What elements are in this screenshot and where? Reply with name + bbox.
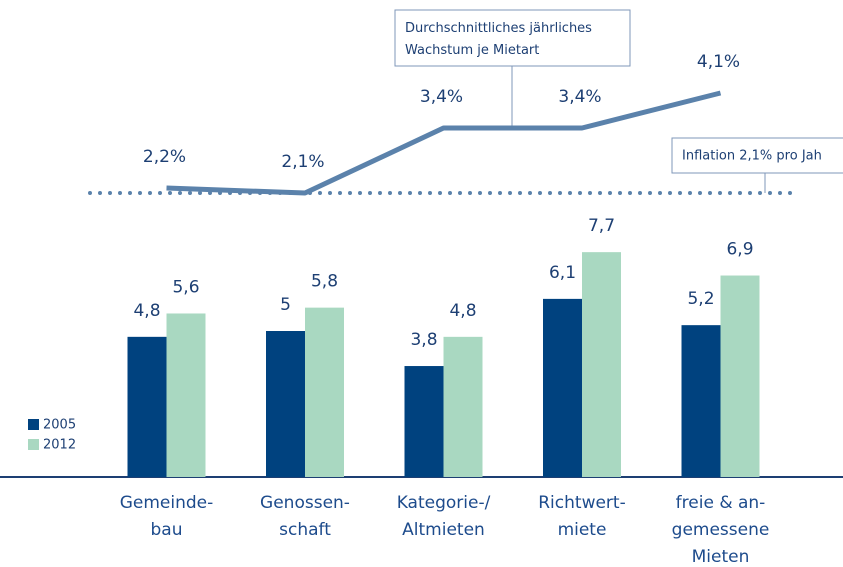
bar bbox=[266, 331, 305, 477]
value-label: 4,8 bbox=[449, 301, 476, 321]
legend-swatch bbox=[28, 419, 39, 430]
value-label: 7,7 bbox=[588, 216, 615, 236]
bar bbox=[443, 336, 483, 477]
category-label: Richtwert-miete bbox=[538, 493, 625, 540]
category-label: Gemeinde-bau bbox=[120, 493, 214, 540]
value-label: 5,2 bbox=[687, 289, 714, 309]
bar bbox=[582, 252, 621, 477]
growth-label: 3,4% bbox=[558, 87, 601, 107]
value-label: 3,8 bbox=[410, 330, 437, 350]
growth-line bbox=[166, 90, 722, 196]
bar bbox=[305, 307, 344, 477]
legend-label: 2012 bbox=[43, 438, 76, 453]
category-label: Genossen-schaft bbox=[260, 493, 350, 540]
value-label: 5,8 bbox=[311, 272, 338, 292]
bar bbox=[681, 325, 721, 477]
inflation-label: Inflation 2,1% pro Jah bbox=[682, 149, 822, 164]
growth-label: 2,1% bbox=[281, 152, 324, 172]
category-label: Kategorie-/Altmieten bbox=[397, 493, 491, 540]
bar bbox=[166, 313, 206, 477]
annotation: Durchschnittliches jährliches Wachstum je… bbox=[405, 21, 592, 58]
value-label: 6,9 bbox=[726, 240, 753, 260]
growth-label: 3,4% bbox=[420, 87, 463, 107]
legend-swatch bbox=[28, 439, 39, 450]
bar bbox=[720, 275, 760, 477]
bar bbox=[404, 366, 444, 477]
value-label: 5,6 bbox=[172, 277, 199, 297]
legend-label: 2005 bbox=[43, 418, 76, 433]
growth-label: 2,2% bbox=[143, 147, 186, 167]
inflation-box bbox=[671, 137, 843, 174]
annotation-box bbox=[394, 9, 631, 67]
category-label: freie & an-gemessene Mieten bbox=[672, 493, 770, 567]
bar bbox=[127, 336, 167, 477]
growth-label: 4,1% bbox=[697, 52, 740, 72]
bar bbox=[543, 298, 582, 477]
value-label: 6,1 bbox=[549, 263, 576, 283]
value-label: 5 bbox=[280, 295, 291, 315]
value-label: 4,8 bbox=[133, 301, 160, 321]
